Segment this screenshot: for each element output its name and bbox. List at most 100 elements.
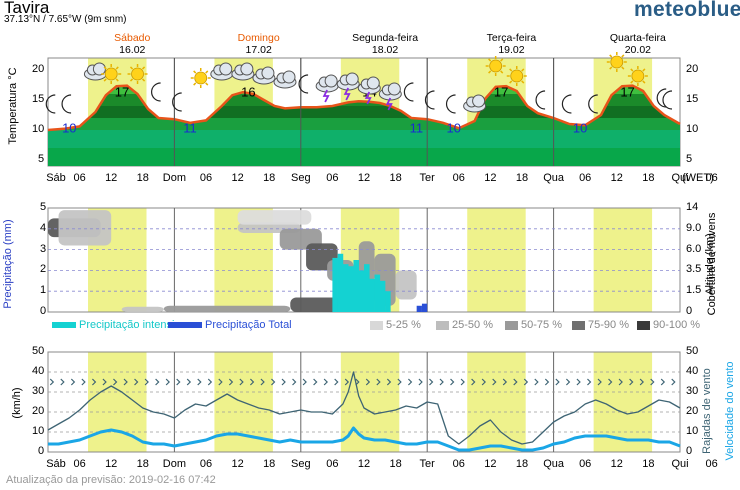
- day-name: Terça-feira: [486, 32, 537, 44]
- altitude-y-tick: 0: [686, 305, 693, 317]
- sun-ray: [115, 78, 119, 82]
- location-coordinates: 37.13°N / 7.65°W (9m snm): [4, 14, 127, 25]
- legend-cloud-2: 25-50 %: [436, 319, 493, 331]
- day-date: 16.02: [119, 44, 146, 56]
- moon-icon: [662, 90, 673, 110]
- wind-direction-arrow: [155, 378, 160, 386]
- wind-direction-arrow: [323, 378, 328, 386]
- cloud-cover-block: [237, 210, 312, 225]
- temperature-min-label: 11: [183, 120, 197, 135]
- wind-direction-arrow: [292, 378, 297, 386]
- cloud-cover-block: [395, 270, 417, 300]
- x-axis-tick: 18: [263, 172, 276, 184]
- wind-direction-arrow: [81, 378, 86, 386]
- sun-ray: [609, 54, 613, 58]
- x-axis-tick: 06: [705, 458, 718, 470]
- sun-ray: [115, 66, 119, 70]
- sun-icon: [101, 64, 122, 84]
- cloud-icon: [315, 74, 339, 93]
- precip-intensive-bar: [379, 280, 386, 312]
- temperature-y-tick-right: 10: [686, 123, 699, 135]
- sun-ray: [205, 82, 209, 86]
- wind-direction-arrow: [60, 378, 65, 386]
- precip-intensive-bar: [374, 274, 381, 312]
- x-axis-tick: 06: [199, 172, 213, 184]
- precip-intensive-bar: [358, 270, 365, 312]
- wind-direction-arrow: [608, 378, 613, 386]
- cloud-cover-block: [58, 210, 112, 246]
- x-axis-tick: 06: [199, 458, 213, 470]
- x-axis-tick: Ter: [419, 172, 435, 184]
- sun-disc: [131, 67, 144, 81]
- temperature-y-tick: 5: [38, 153, 45, 165]
- timezone-label: (WET): [682, 172, 714, 184]
- sun-icon: [627, 66, 648, 86]
- panel-frame: [47, 351, 681, 453]
- sun-ray: [205, 70, 209, 74]
- precip-y-tick: 4: [40, 221, 47, 234]
- x-axis-tick: Ter: [419, 458, 435, 470]
- sun-ray: [103, 78, 107, 82]
- cloud-puff: [282, 70, 296, 84]
- legend-swatch: [436, 320, 449, 330]
- precipitation-axis-label: Precipitação (mm): [2, 219, 14, 309]
- meteoblue-logo[interactable]: meteoblue: [634, 0, 740, 21]
- legend-cloud-4: 75-90 %: [572, 319, 629, 331]
- precip-total-bar: [421, 303, 428, 312]
- day-date: 18.02: [371, 44, 399, 56]
- sun-ray: [630, 68, 634, 72]
- altitude-y-tick: 3.5: [686, 263, 702, 276]
- cloud-puff: [472, 94, 486, 108]
- moon-shape: [61, 94, 72, 114]
- temperature-axis-label: Temperatura °C: [7, 67, 19, 145]
- legend-swatch: [637, 320, 650, 330]
- daylight-band: [88, 352, 147, 452]
- wind-direction-arrow: [576, 378, 581, 386]
- temperature-min-label: 11: [410, 120, 424, 135]
- legend-cloud-3: 50-75 %: [505, 319, 562, 331]
- x-axis-tick: 18: [642, 172, 655, 184]
- wind-direction-arrow: [492, 378, 497, 386]
- sun-ray: [521, 80, 525, 84]
- wind-axis-label: (km/h): [11, 387, 23, 419]
- wind-speed-axis-label: Velocidade do vento: [724, 361, 736, 461]
- wind-direction-arrow: [176, 378, 181, 386]
- legend-cloud-label: 50-75 %: [521, 319, 562, 331]
- x-axis-tick: 12: [610, 172, 623, 184]
- x-axis-tick: 06: [326, 458, 339, 470]
- altitude-y-tick: 6.0: [686, 242, 702, 255]
- sun-disc: [104, 67, 118, 81]
- x-axis-tick: 06: [73, 458, 86, 470]
- sun-ray: [621, 54, 625, 58]
- wind-gust-line: [47, 371, 681, 445]
- wind-y-tick-right: 50: [686, 345, 699, 357]
- sun-icon: [506, 66, 527, 86]
- wind-direction-arrow: [344, 378, 350, 386]
- moon-shape: [535, 90, 546, 110]
- altitude-axis-label: Altitude (km): [704, 233, 716, 295]
- x-axis-tick: 12: [610, 458, 623, 470]
- cloud-puff: [366, 76, 380, 90]
- x-axis-tick: 12: [105, 172, 118, 184]
- moon-icon: [151, 82, 161, 102]
- cloud-icon: [273, 70, 297, 89]
- wind-y-tick-right: 10: [686, 425, 699, 437]
- day-header: Sábado 16.02: [92, 32, 172, 56]
- daylight-band: [467, 208, 526, 312]
- wind-direction-arrow: [239, 378, 244, 386]
- legend-total-label: Precipitação Total: [205, 319, 292, 331]
- wind-direction-arrow: [481, 378, 486, 386]
- wind-direction-arrow: [418, 378, 423, 386]
- moon-icon: [445, 94, 456, 114]
- cloud-icon: [231, 62, 255, 81]
- x-axis-tick: Dom: [162, 458, 187, 470]
- x-axis-tick: Sáb: [46, 172, 66, 184]
- day-header: Segunda-feira 18.02: [345, 32, 425, 56]
- wind-direction-arrow: [49, 378, 55, 386]
- wind-direction-arrow: [597, 378, 602, 386]
- wind-direction-arrow: [207, 378, 213, 386]
- lightning-icon: [322, 89, 330, 103]
- sun-ray: [621, 66, 625, 70]
- cloud-icon: [210, 62, 234, 81]
